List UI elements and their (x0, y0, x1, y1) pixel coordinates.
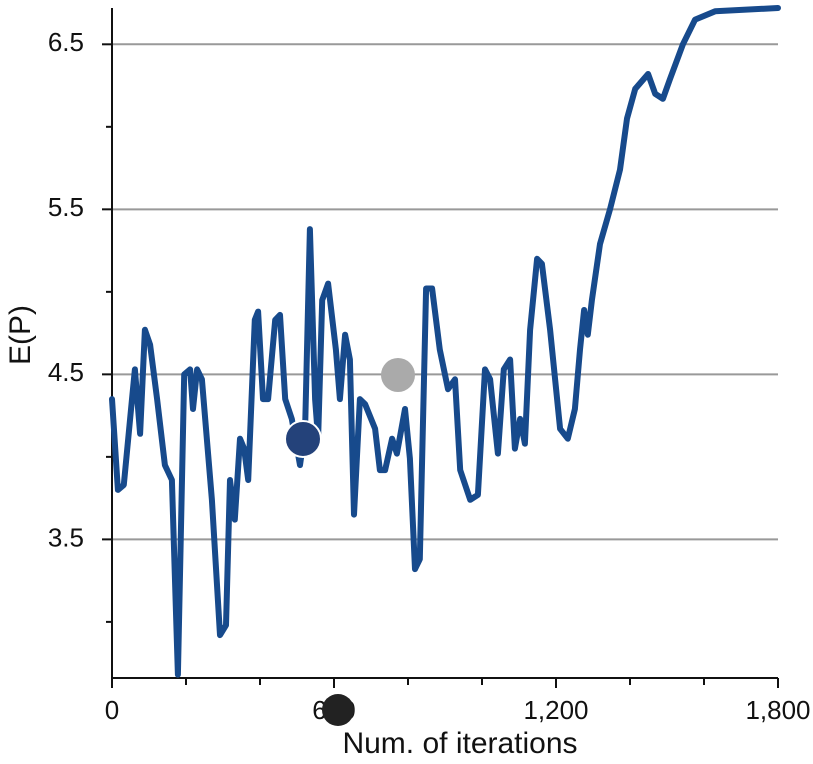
x-axis-label: Num. of iterations (342, 727, 577, 760)
y-tick-label: 5.5 (48, 192, 84, 222)
y-tick-label: 6.5 (48, 27, 84, 57)
x-tick-label: 0 (105, 695, 119, 725)
marker-dot (284, 420, 322, 458)
y-tick-label: 3.5 (48, 522, 84, 552)
x-tick-label: 1,800 (745, 695, 810, 725)
y-tick-label: 4.5 (48, 357, 84, 387)
y-axis-label: E(P) (4, 305, 37, 365)
data-line (109, 5, 781, 678)
x-tick-label: 1,200 (523, 695, 588, 725)
marker-dot (322, 694, 354, 726)
marker-dot (381, 358, 415, 392)
